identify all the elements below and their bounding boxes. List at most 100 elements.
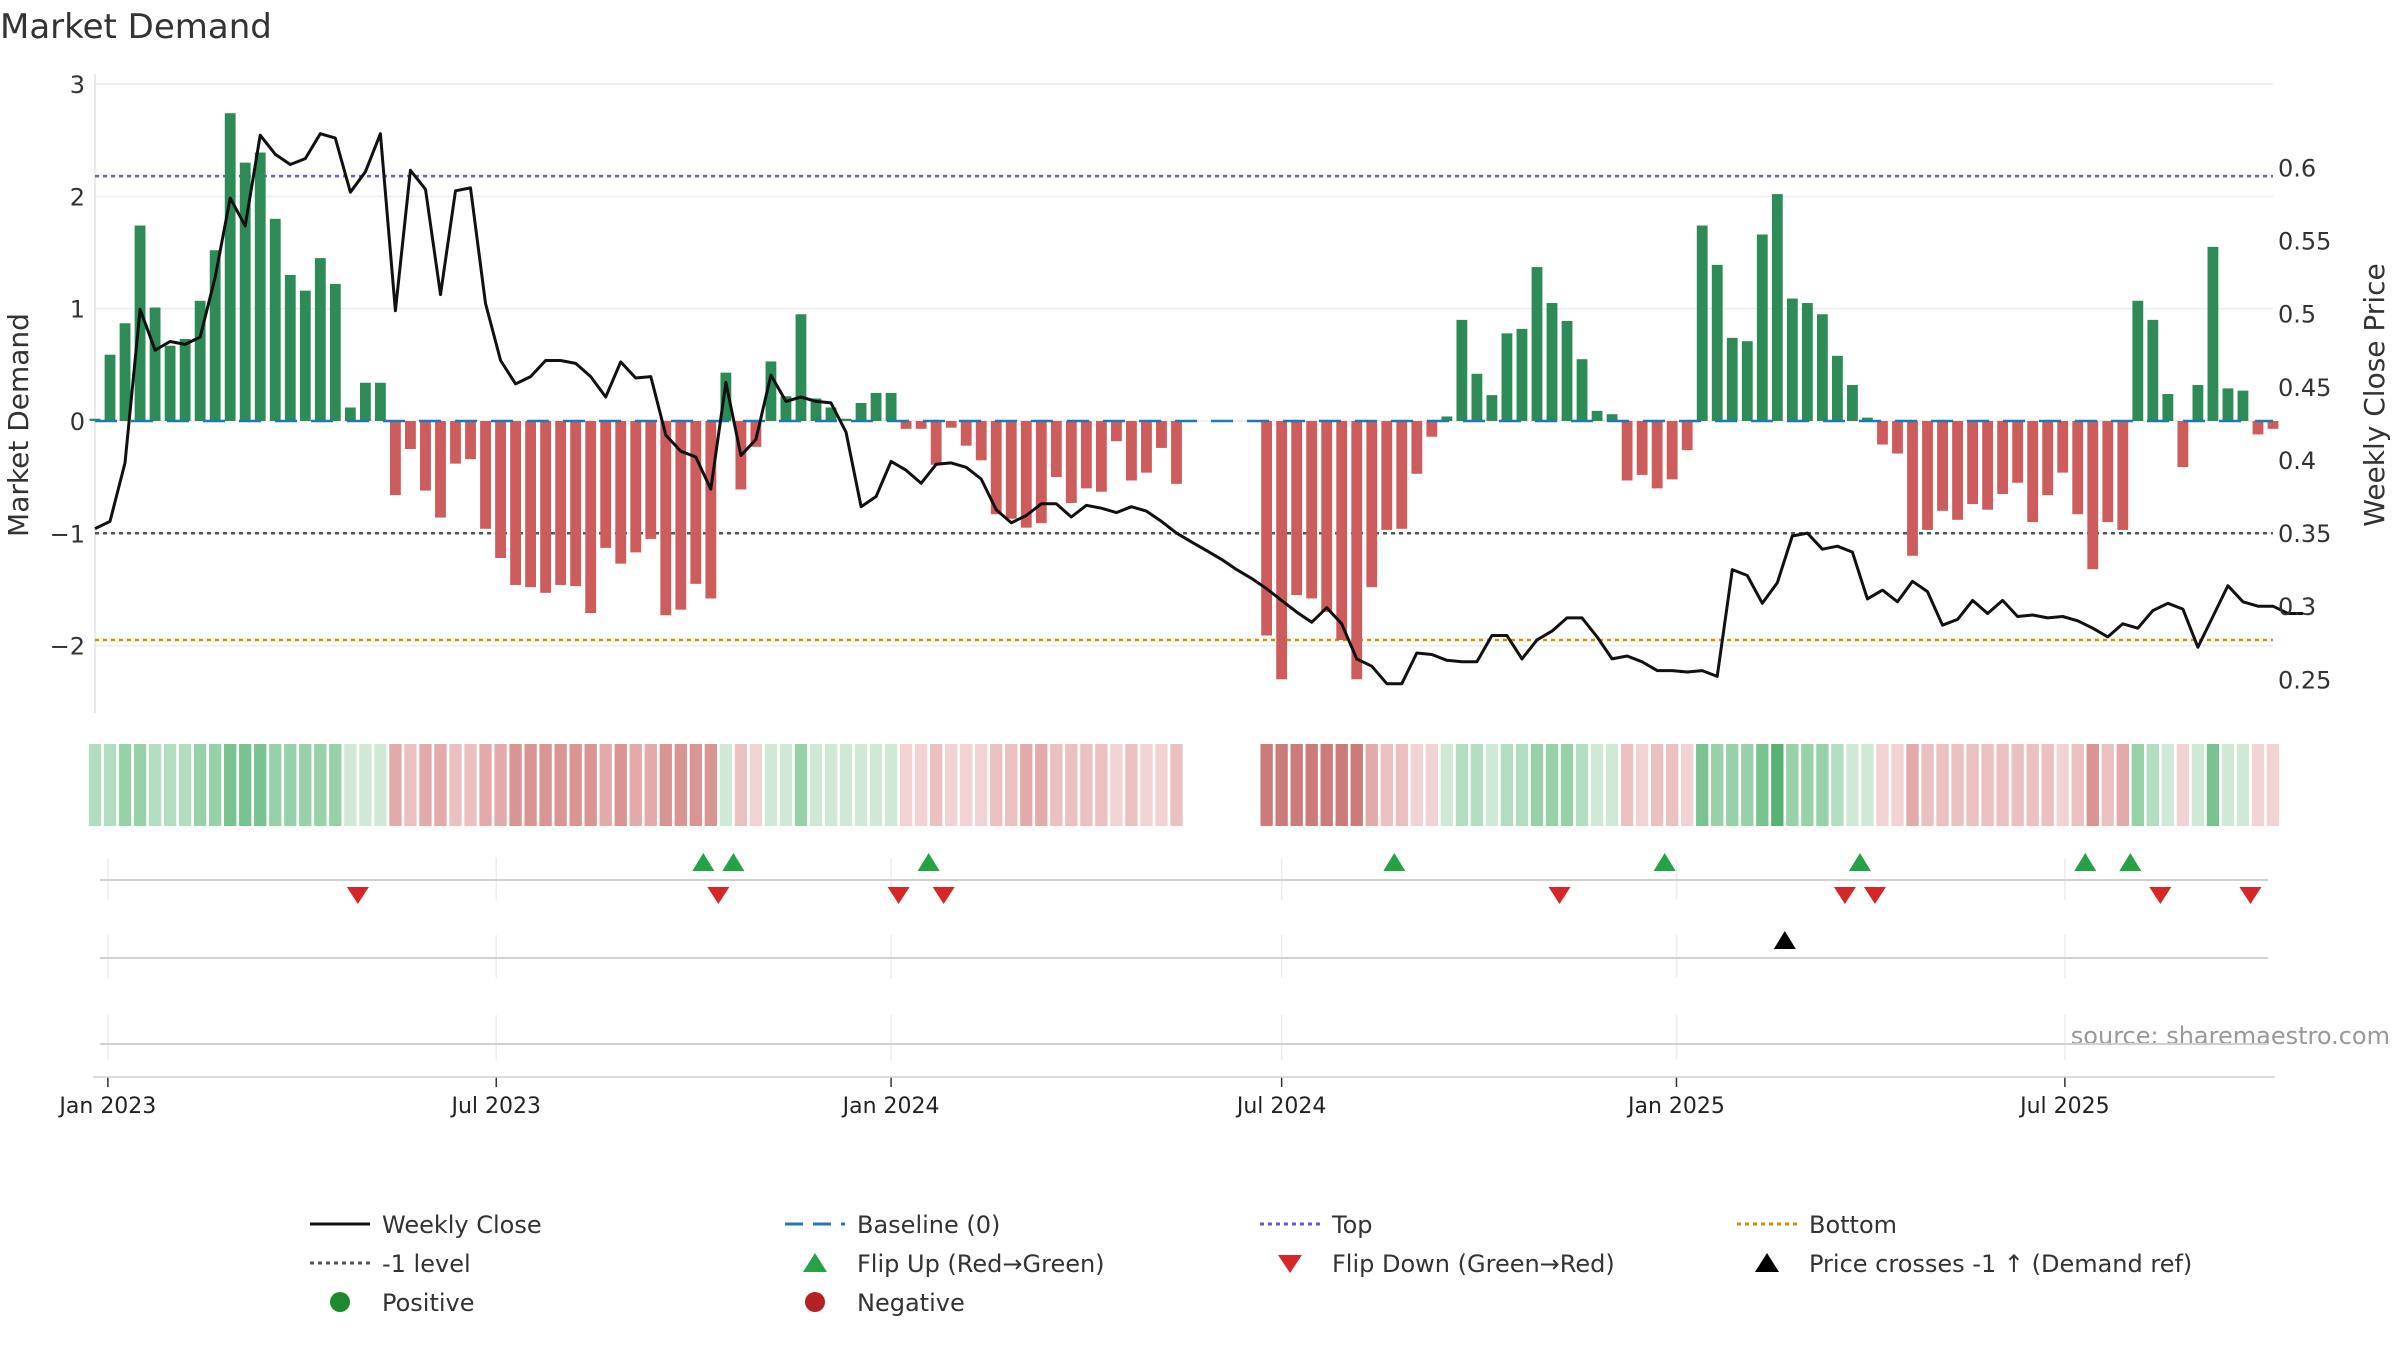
bar-positive bbox=[344, 407, 356, 421]
flip-down-marker bbox=[2239, 887, 2262, 904]
bar-positive bbox=[840, 418, 852, 421]
bar-negative bbox=[2012, 420, 2024, 483]
strip-cell bbox=[314, 744, 327, 826]
strip-cell bbox=[1260, 744, 1273, 826]
strip-cell bbox=[629, 744, 642, 826]
strip-cell bbox=[1560, 744, 1574, 826]
bar-negative bbox=[1336, 420, 1348, 640]
y-right-tick-label: 0.6 bbox=[2278, 154, 2316, 182]
bar-negative bbox=[660, 420, 672, 616]
bar-negative bbox=[930, 420, 942, 465]
strip-cell bbox=[975, 744, 988, 826]
strip-cell bbox=[299, 744, 312, 826]
strip-cell bbox=[1681, 744, 1694, 826]
strip-cell bbox=[389, 744, 402, 826]
strip-cell bbox=[1095, 744, 1108, 826]
x-tick-label: Jan 2023 bbox=[57, 1094, 156, 1119]
bar-positive bbox=[795, 314, 807, 421]
strip-cell bbox=[359, 744, 372, 826]
legend-label: Flip Down (Green→Red) bbox=[1332, 1250, 1615, 1278]
bar-negative bbox=[480, 420, 491, 529]
legend-swatch-positive-icon bbox=[330, 1292, 350, 1312]
bar-positive bbox=[1756, 234, 1768, 421]
legend-label: Baseline (0) bbox=[857, 1211, 1000, 1239]
bar-negative bbox=[630, 420, 642, 553]
strip-cell bbox=[884, 744, 898, 826]
strip-cell bbox=[1530, 744, 1544, 826]
strip-cell bbox=[1906, 744, 1919, 826]
strip-cell bbox=[1155, 744, 1168, 826]
strip-cell bbox=[1440, 744, 1454, 826]
bar-negative bbox=[2267, 420, 2279, 429]
strip-cell bbox=[584, 744, 597, 826]
flip-up-marker bbox=[917, 853, 940, 871]
strip-cell bbox=[1831, 744, 1844, 826]
legend-label: Top bbox=[1331, 1211, 1373, 1239]
strip-cell bbox=[2251, 744, 2265, 826]
bar-negative bbox=[1035, 420, 1047, 524]
strip-cell bbox=[1816, 744, 1829, 826]
legend-label: Negative bbox=[857, 1289, 965, 1317]
strip-cell bbox=[1590, 744, 1604, 826]
bar-negative bbox=[1276, 420, 1288, 680]
strip-cell bbox=[2206, 744, 2220, 826]
bar-positive bbox=[164, 345, 176, 421]
strip-cell bbox=[464, 744, 477, 826]
bar-negative bbox=[1351, 420, 1363, 680]
strip-cell bbox=[1305, 744, 1318, 826]
bar-negative bbox=[570, 420, 582, 587]
flip-down-marker bbox=[2149, 887, 2172, 904]
bar-negative bbox=[1005, 420, 1017, 519]
strip-cell bbox=[1575, 744, 1589, 826]
bar-positive bbox=[224, 113, 236, 421]
strip-cell bbox=[1110, 744, 1123, 826]
bar-positive bbox=[1831, 355, 1843, 421]
strip-cell bbox=[1711, 744, 1724, 826]
strip-cell bbox=[148, 744, 162, 826]
strip-cell bbox=[2161, 744, 2175, 826]
bar-positive bbox=[1741, 341, 1753, 421]
x-tick-label: Jul 2025 bbox=[2018, 1094, 2110, 1119]
price-cross-marker bbox=[1773, 931, 1796, 949]
strip-cell bbox=[914, 744, 928, 826]
strip-cell bbox=[1275, 744, 1288, 826]
bar-negative bbox=[1156, 420, 1167, 448]
bar-positive bbox=[825, 407, 837, 421]
bar-negative bbox=[1636, 420, 1648, 475]
strip-cell bbox=[1786, 744, 1799, 826]
strip-cell bbox=[1726, 744, 1739, 826]
strip-cell bbox=[1035, 744, 1048, 826]
legend-label: Flip Up (Red→Green) bbox=[857, 1250, 1105, 1278]
strip-cell bbox=[254, 744, 267, 826]
strip-cell bbox=[509, 744, 522, 826]
x-tick-label: Jul 2023 bbox=[450, 1094, 542, 1119]
strip-cell bbox=[1170, 744, 1183, 826]
strip-cell bbox=[133, 744, 147, 826]
strip-cell bbox=[930, 744, 943, 826]
strip-cell bbox=[209, 744, 222, 826]
bar-negative bbox=[1666, 420, 1678, 480]
strip-cell bbox=[990, 744, 1003, 826]
strip-cell bbox=[118, 744, 132, 826]
strip-cell bbox=[163, 744, 177, 826]
strip-cell bbox=[1050, 744, 1063, 826]
bar-positive bbox=[314, 258, 326, 421]
legend-label: Weekly Close bbox=[382, 1211, 542, 1239]
bar-negative bbox=[705, 420, 717, 599]
bar-positive bbox=[1786, 298, 1798, 421]
strip-cell bbox=[1350, 744, 1363, 826]
x-tick-label: Jul 2024 bbox=[1235, 1094, 1327, 1119]
strip-cell bbox=[1020, 744, 1033, 826]
bar-negative bbox=[540, 420, 552, 593]
bar-negative bbox=[960, 420, 972, 446]
strip-cell bbox=[599, 744, 612, 826]
bar-negative bbox=[1141, 420, 1152, 473]
bar-negative bbox=[915, 420, 927, 429]
strip-cell bbox=[1365, 744, 1378, 826]
y-axis-right-label: Weekly Close Price bbox=[2358, 263, 2391, 526]
bar-positive bbox=[1531, 267, 1543, 421]
bar-positive bbox=[1501, 333, 1513, 421]
strip-cell bbox=[2191, 744, 2205, 826]
strip-cell bbox=[644, 744, 657, 826]
